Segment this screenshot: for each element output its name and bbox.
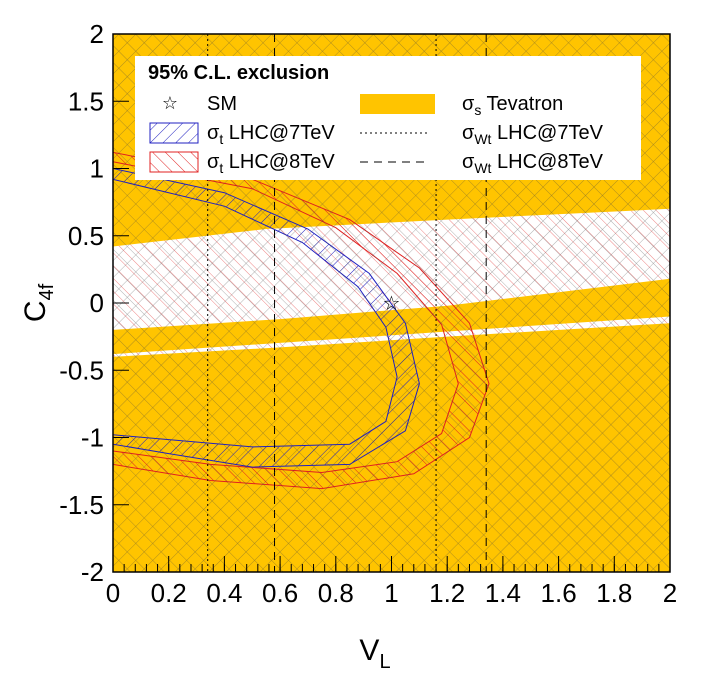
- x-tick-label: 0.8: [318, 578, 354, 608]
- x-tick-label: 2: [663, 578, 677, 608]
- x-tick-label: 1.2: [429, 578, 465, 608]
- legend-label: σt LHC@7TeV: [207, 122, 335, 147]
- legend-swatch: [149, 122, 199, 144]
- legend-entry: σWt LHC@8TeV: [360, 151, 604, 176]
- legend-swatch: [360, 94, 435, 114]
- y-tick-label: -0.5: [59, 355, 104, 385]
- y-tick-label: 1: [90, 154, 104, 184]
- y-tick-label: 0: [90, 288, 104, 318]
- y-tick-label: 2: [90, 19, 104, 49]
- sm-star: ☆: [383, 291, 401, 315]
- x-tick-label: 0: [106, 578, 120, 608]
- legend-label: σs Tevatron: [462, 93, 563, 118]
- x-axis-title: VL: [359, 634, 390, 673]
- legend-title: 95% C.L. exclusion: [148, 62, 329, 84]
- y-tick-label: -2: [81, 557, 104, 587]
- legend-entry: σWt LHC@7TeV: [360, 122, 604, 147]
- legend: 95% C.L. exclusion ☆ SM σs Tevatron σt LHC@…: [135, 56, 641, 180]
- y-tick-label: 1.5: [68, 86, 104, 116]
- x-tick-label: 0.4: [206, 578, 242, 608]
- legend-symbol: ☆: [162, 93, 178, 114]
- x-axis: 0 0.2 0.4 0.6 0.8 1 1.2 1.4 1.6 1.8 2: [106, 556, 677, 608]
- y-axis-title: C4f: [19, 283, 58, 322]
- x-tick-label: 1.6: [541, 578, 577, 608]
- legend-label: SM: [207, 93, 237, 115]
- x-tick-label: 0.6: [262, 578, 298, 608]
- x-tick-label: 1.4: [485, 578, 521, 608]
- y-tick-label: 0.5: [68, 221, 104, 251]
- y-axis: -2 -1.5 -1 -0.5 0 0.5 1 1.5 2: [59, 19, 129, 587]
- legend-label: σWt LHC@8TeV: [462, 151, 604, 176]
- y-tick-label: -1.5: [59, 490, 104, 520]
- legend-label: σWt LHC@7TeV: [462, 122, 604, 147]
- x-tick-label: 1: [384, 578, 398, 608]
- legend-entry: ☆ SM: [162, 93, 237, 115]
- legend-entry: σt LHC@7TeV: [149, 122, 335, 147]
- x-tick-label: 0.2: [151, 578, 187, 608]
- legend-entry: σt LHC@8TeV: [149, 151, 335, 176]
- legend-entry: σs Tevatron: [360, 93, 563, 118]
- y-tick-label: -1: [81, 423, 104, 453]
- legend-label: σt LHC@8TeV: [207, 151, 335, 176]
- x-tick-label: 1.8: [596, 578, 632, 608]
- legend-box: [135, 56, 641, 180]
- sm-point: ☆: [383, 291, 401, 315]
- legend-swatch: [149, 151, 199, 173]
